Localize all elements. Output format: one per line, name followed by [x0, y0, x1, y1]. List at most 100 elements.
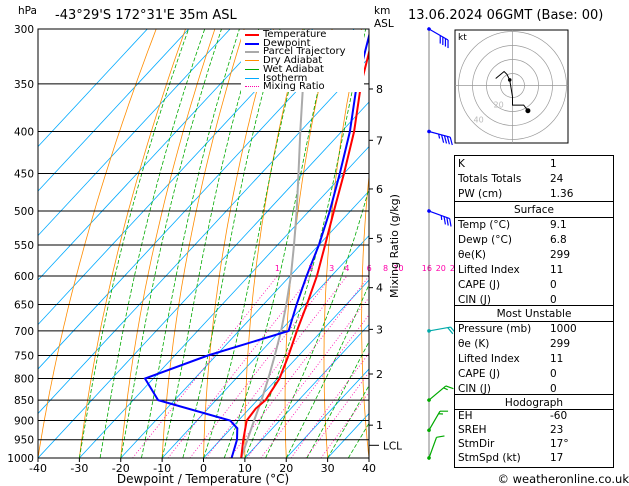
hodograph-stat-row: SREH 23	[458, 424, 564, 436]
legend-label: Mixing Ratio	[263, 81, 325, 93]
pressure-tick-label: 350	[14, 79, 34, 91]
km-axis-label: km	[374, 5, 390, 17]
mixing-ratio-line	[320, 391, 369, 458]
mixing-ratio-line	[167, 275, 312, 458]
mixing-ratio-label: 20	[436, 264, 446, 273]
x-tick-label: 30	[321, 462, 335, 475]
dry-adiabat-line	[161, 29, 245, 458]
mixing-ratio-label: 4	[344, 264, 349, 273]
x-tick-label: -20	[112, 462, 130, 475]
wind-barb	[427, 326, 457, 335]
legend-swatch	[245, 60, 259, 62]
mixing-ratio-axis-title: Mixing Ratio (g/kg)	[388, 194, 401, 298]
hodograph-stats-title: Hodograph	[504, 397, 564, 409]
legend-swatch	[245, 77, 259, 79]
km-tick-label: 6	[376, 183, 383, 196]
pressure-tick-label: 1000	[7, 453, 34, 465]
legend-swatch	[245, 68, 259, 70]
mixing-ratio-label: 3	[329, 264, 334, 273]
wind-barb-flag	[443, 216, 446, 225]
isotherm-line	[161, 234, 369, 458]
wind-barb-flag	[446, 136, 450, 145]
wind-barb-half-flag	[438, 413, 444, 415]
pressure-tick-label: 950	[14, 435, 34, 447]
wind-barb	[427, 129, 453, 146]
mixing-ratio-label: 16	[422, 264, 432, 273]
wet-adiabat-line	[79, 29, 189, 458]
most-unstable-row: Pressure (mb) 1000	[458, 323, 577, 335]
wind-barb-flag	[449, 137, 453, 146]
copyright-footer: © weatheronline.co.uk	[497, 472, 629, 486]
hodograph-stat-row: StmDir 17°	[458, 438, 569, 450]
pressure-tick-label: 550	[14, 240, 34, 252]
wind-barb-half-flag	[438, 133, 441, 139]
x-tick-label: 40	[362, 462, 376, 475]
dewpoint-line	[143, 32, 369, 458]
wind-barb-staff	[428, 410, 441, 431]
dry-adiabat-line	[398, 29, 420, 458]
mixing-ratio-labels: 12346810162025	[275, 264, 460, 273]
km-tick-label: 7	[376, 134, 383, 147]
mixing-ratio-line	[205, 275, 348, 458]
most-unstable-panel: Most Unstable Pressure (mb) 1000 θe (K) 29…	[454, 305, 614, 396]
most-unstable-row: Lifted Index 11	[458, 353, 564, 365]
wind-barb-half-flag	[443, 387, 448, 391]
parcel-trajectory-line	[240, 29, 310, 458]
hodograph-ring-label: 20	[494, 101, 504, 110]
wind-barb-flag	[447, 327, 454, 335]
x-tick-label: -30	[70, 462, 88, 475]
pressure-tick-label: 750	[14, 350, 34, 362]
legend-swatch	[245, 86, 259, 88]
pressure-tick-label: 450	[14, 168, 34, 180]
x-tick-label: 20	[279, 462, 293, 475]
legend-label: Wet Adiabat	[263, 63, 324, 75]
wind-barb	[427, 27, 449, 49]
wind-barb	[427, 435, 445, 460]
surface-row: CIN (J) 0	[458, 294, 557, 306]
wind-barb-staff	[428, 326, 451, 332]
km-tick-label: 1	[376, 419, 383, 432]
wind-barb-staff	[428, 385, 447, 401]
wet-adiabat-line	[306, 340, 369, 458]
surface-title: Surface	[513, 204, 554, 216]
wind-barb-staff	[428, 28, 449, 41]
x-tick-label: -10	[153, 462, 171, 475]
wind-barb-flag	[449, 218, 452, 227]
hodograph-trace	[495, 70, 529, 111]
legend-swatch	[245, 51, 259, 54]
isotherm-line	[285, 368, 369, 458]
datetime-title: 13.06.2024 06GMT (Base: 00)	[408, 8, 603, 23]
mixing-ratio-label: 10	[393, 264, 403, 273]
isotherm-line	[244, 323, 369, 458]
pressure-tick-label: 400	[14, 127, 34, 139]
isotherm-line	[79, 145, 369, 458]
x-axis-title: Dewpoint / Temperature (°C)	[117, 472, 289, 486]
x-tick-label: 10	[238, 462, 252, 475]
isotherm-line	[38, 29, 272, 281]
hodograph-ring-label: 40	[474, 116, 484, 125]
wind-barb-flag	[445, 385, 454, 390]
mixing-ratio-label: 8	[383, 264, 388, 273]
x-tick-label: -40	[29, 462, 47, 475]
wind-barb-staff	[428, 210, 450, 220]
wind-barb-flag	[439, 410, 449, 412]
pressure-tick-label: 700	[14, 326, 34, 338]
location-title: -43°29'S 172°31'E 35m ASL	[55, 8, 237, 23]
wind-barb-staff	[428, 130, 451, 138]
mixing-ratio-line	[229, 275, 369, 458]
legend-label: Dewpoint	[263, 37, 311, 49]
km-tick-label: 5	[376, 232, 383, 245]
wind-barb-staff	[428, 437, 438, 459]
wind-barb-flag	[440, 134, 445, 143]
mixing-ratio-line	[189, 275, 332, 458]
most-unstable-title: Most Unstable	[496, 308, 572, 320]
mixing-ratio-label: 1	[275, 264, 280, 273]
km-tick-label: 8	[376, 83, 383, 96]
wind-barb-flag	[444, 38, 447, 47]
wet-adiabat-line	[285, 283, 369, 458]
surface-panel: Surface Temp (°C) 9.1 Dewp (°C) 6.8 θe(K) 2…	[454, 201, 614, 307]
hodograph-frame	[454, 29, 569, 144]
isotherm-line	[203, 279, 369, 458]
